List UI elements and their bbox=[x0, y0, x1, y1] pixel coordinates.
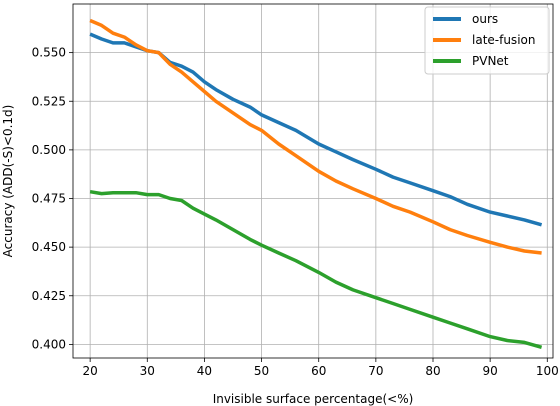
x-tick-label: 70 bbox=[368, 364, 383, 378]
legend: ours late-fusion PVNet bbox=[424, 6, 550, 75]
legend-box bbox=[424, 6, 550, 75]
grid bbox=[73, 4, 553, 358]
y-tick-label: 0.550 bbox=[32, 46, 66, 60]
y-axis-label: Accuracy (ADD(-S)<0.1d) bbox=[1, 105, 15, 258]
legend-entry-ours: ours bbox=[433, 12, 498, 26]
legend-label-ours: ours bbox=[472, 12, 498, 26]
x-tick-label: 100 bbox=[536, 364, 559, 378]
y-tick-label: 0.500 bbox=[32, 143, 66, 157]
legend-entry-pvnet: PVNet bbox=[433, 54, 509, 68]
x-tick-label: 20 bbox=[83, 364, 98, 378]
y-tick-label: 0.525 bbox=[32, 94, 66, 108]
series-line-pvnet bbox=[89, 189, 543, 349]
y-tick-label: 0.475 bbox=[32, 192, 66, 206]
x-tick-label: 90 bbox=[483, 364, 498, 378]
series-lines bbox=[89, 18, 543, 349]
y-tick-label: 0.400 bbox=[32, 337, 66, 351]
legend-label-pvnet: PVNet bbox=[472, 54, 509, 68]
plot-area-frame bbox=[72, 3, 554, 359]
x-tick-label: 80 bbox=[425, 364, 440, 378]
x-tick-label: 40 bbox=[197, 364, 212, 378]
legend-entry-late-fusion: late-fusion bbox=[433, 33, 535, 47]
y-axis: 0.400 0.425 0.450 0.475 0.500 0.525 0.550 bbox=[32, 46, 73, 351]
series-line-late-fusion bbox=[89, 18, 542, 255]
x-axis-label: Invisible surface percentage(<%) bbox=[213, 392, 414, 406]
x-axis: 20 30 40 50 60 70 80 90 100 bbox=[83, 358, 559, 378]
y-tick-label: 0.425 bbox=[32, 289, 66, 303]
x-tick-label: 60 bbox=[311, 364, 326, 378]
legend-label-late-fusion: late-fusion bbox=[472, 33, 535, 47]
y-tick-label: 0.450 bbox=[32, 240, 66, 254]
x-tick-label: 30 bbox=[140, 364, 155, 378]
x-tick-label: 50 bbox=[254, 364, 269, 378]
